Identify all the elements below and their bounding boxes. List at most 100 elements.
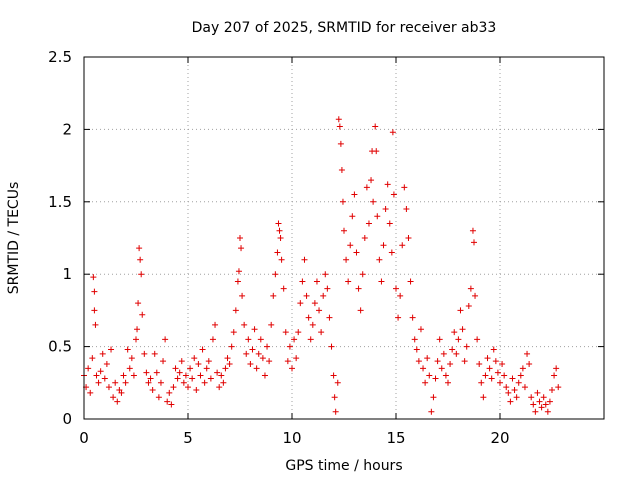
data-point bbox=[135, 300, 142, 307]
data-point bbox=[172, 365, 179, 372]
data-point bbox=[465, 303, 472, 310]
data-point bbox=[459, 326, 466, 333]
x-tick-label: 20 bbox=[490, 429, 509, 447]
data-point bbox=[157, 379, 164, 386]
data-point bbox=[176, 369, 183, 376]
data-point bbox=[390, 191, 397, 198]
data-point bbox=[182, 372, 189, 379]
data-point bbox=[553, 365, 560, 372]
data-point bbox=[353, 249, 360, 256]
data-point bbox=[345, 278, 352, 285]
data-point bbox=[322, 271, 329, 278]
data-point bbox=[403, 206, 410, 213]
data-point bbox=[335, 116, 342, 123]
data-point bbox=[160, 358, 167, 365]
data-point bbox=[507, 398, 514, 405]
data-point bbox=[147, 375, 154, 382]
data-point bbox=[149, 387, 156, 394]
data-point bbox=[118, 389, 125, 396]
data-point bbox=[105, 384, 112, 391]
data-point bbox=[257, 336, 264, 343]
data-point bbox=[239, 292, 246, 299]
data-point bbox=[255, 350, 262, 357]
data-point bbox=[92, 321, 99, 328]
data-point bbox=[332, 408, 339, 415]
axis-ticks bbox=[83, 56, 604, 420]
x-tick-label: 15 bbox=[386, 429, 405, 447]
data-point bbox=[284, 358, 291, 365]
data-point bbox=[174, 375, 181, 382]
y-tick-label: 2.5 bbox=[48, 48, 72, 66]
data-point bbox=[277, 235, 284, 241]
data-point bbox=[440, 350, 447, 357]
data-point bbox=[133, 336, 139, 343]
x-axis-label: GPS time / hours bbox=[285, 458, 402, 474]
data-point bbox=[509, 375, 516, 382]
data-point bbox=[474, 336, 481, 343]
data-point bbox=[278, 256, 285, 263]
data-point bbox=[499, 360, 506, 367]
data-point bbox=[228, 343, 235, 350]
data-point bbox=[143, 369, 150, 376]
data-point bbox=[259, 355, 266, 362]
data-point bbox=[438, 365, 445, 372]
data-point bbox=[324, 285, 331, 292]
data-point bbox=[505, 389, 512, 396]
data-point bbox=[114, 398, 121, 405]
data-point bbox=[540, 394, 547, 401]
data-point bbox=[445, 379, 451, 386]
data-point bbox=[309, 321, 316, 328]
data-point bbox=[380, 242, 387, 249]
data-point bbox=[472, 292, 479, 299]
data-point bbox=[243, 350, 250, 357]
data-point bbox=[430, 394, 437, 401]
data-point bbox=[247, 360, 254, 367]
data-point bbox=[276, 227, 283, 234]
data-point bbox=[476, 360, 483, 367]
data-point bbox=[141, 350, 148, 357]
data-point bbox=[467, 285, 474, 292]
plot-frame bbox=[83, 56, 605, 420]
data-point bbox=[237, 235, 243, 241]
data-point bbox=[455, 336, 462, 343]
data-point bbox=[538, 404, 545, 411]
data-point bbox=[201, 379, 208, 386]
data-point bbox=[185, 384, 191, 391]
data-point bbox=[85, 365, 92, 372]
data-point bbox=[413, 346, 420, 353]
data-point bbox=[138, 271, 145, 278]
data-point bbox=[370, 198, 377, 205]
data-point bbox=[401, 184, 408, 191]
data-point bbox=[351, 191, 358, 198]
data-point bbox=[272, 271, 279, 278]
data-point bbox=[428, 408, 435, 415]
data-point bbox=[155, 394, 162, 401]
data-point bbox=[382, 206, 389, 213]
data-point bbox=[407, 278, 414, 285]
data-point bbox=[389, 129, 396, 136]
data-point bbox=[449, 346, 456, 353]
data-point bbox=[178, 358, 185, 365]
data-point bbox=[469, 227, 476, 234]
data-point bbox=[195, 360, 202, 367]
data-point bbox=[301, 256, 308, 263]
data-point bbox=[108, 346, 115, 353]
data-point bbox=[136, 245, 143, 252]
data-point bbox=[457, 307, 464, 314]
data-point bbox=[126, 365, 133, 372]
data-point bbox=[214, 369, 221, 376]
data-point bbox=[532, 408, 539, 415]
x-tick-label: 10 bbox=[282, 429, 301, 447]
data-point bbox=[434, 358, 441, 365]
data-point bbox=[130, 372, 137, 379]
data-points bbox=[81, 116, 562, 415]
grid-lines bbox=[84, 57, 604, 419]
data-point bbox=[492, 358, 499, 365]
data-point bbox=[93, 372, 100, 379]
data-point bbox=[189, 375, 196, 382]
data-point bbox=[297, 300, 304, 307]
data-point bbox=[207, 375, 214, 382]
x-tick-label: 5 bbox=[183, 429, 193, 447]
data-point bbox=[544, 408, 551, 415]
data-point bbox=[497, 379, 503, 386]
